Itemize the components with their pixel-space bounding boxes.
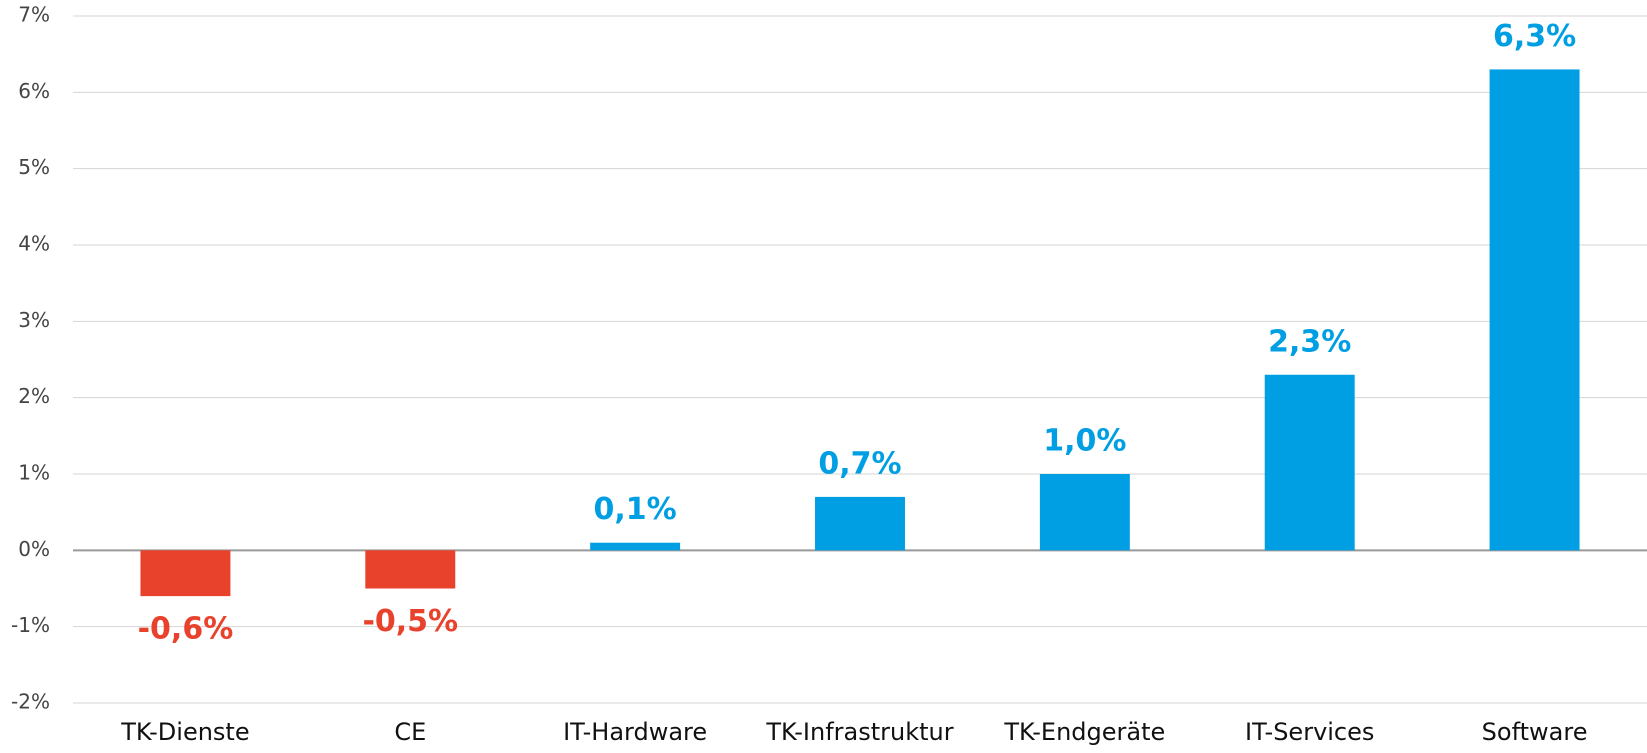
value-label: 2,3% [1268, 324, 1351, 359]
x-tick-label: TK-Infrastruktur [765, 718, 953, 746]
x-tick-label: IT-Hardware [563, 718, 707, 746]
y-tick-label: -2% [11, 690, 50, 714]
value-label: 6,3% [1493, 19, 1576, 54]
y-tick-label: 5% [18, 155, 50, 179]
value-label: 0,7% [818, 446, 901, 481]
bar [365, 550, 456, 589]
value-label: -0,6% [138, 612, 234, 647]
x-tick-label: TK-Endgeräte [1003, 718, 1165, 746]
y-tick-label: 1% [18, 461, 50, 485]
bar [815, 496, 905, 551]
y-tick-label: 3% [18, 308, 50, 332]
y-tick-label: 0% [18, 537, 50, 561]
x-tick-label: CE [394, 718, 426, 746]
value-label: 0,1% [594, 492, 677, 527]
y-tick-label: 2% [18, 384, 50, 408]
x-tick-label: TK-Dienste [120, 718, 249, 746]
y-tick-label: -1% [11, 613, 50, 637]
y-tick-label: 6% [18, 79, 50, 103]
value-label: 1,0% [1043, 424, 1126, 459]
y-tick-label: 4% [18, 232, 50, 256]
value-label: -0,5% [362, 604, 458, 639]
x-tick-label: IT-Services [1245, 718, 1374, 746]
bar [1489, 69, 1580, 551]
bar [1039, 474, 1130, 551]
y-tick-label: 7% [18, 3, 50, 27]
bar [1264, 374, 1355, 551]
bar [590, 542, 681, 551]
bar [140, 550, 231, 597]
x-tick-label: Software [1482, 718, 1588, 746]
